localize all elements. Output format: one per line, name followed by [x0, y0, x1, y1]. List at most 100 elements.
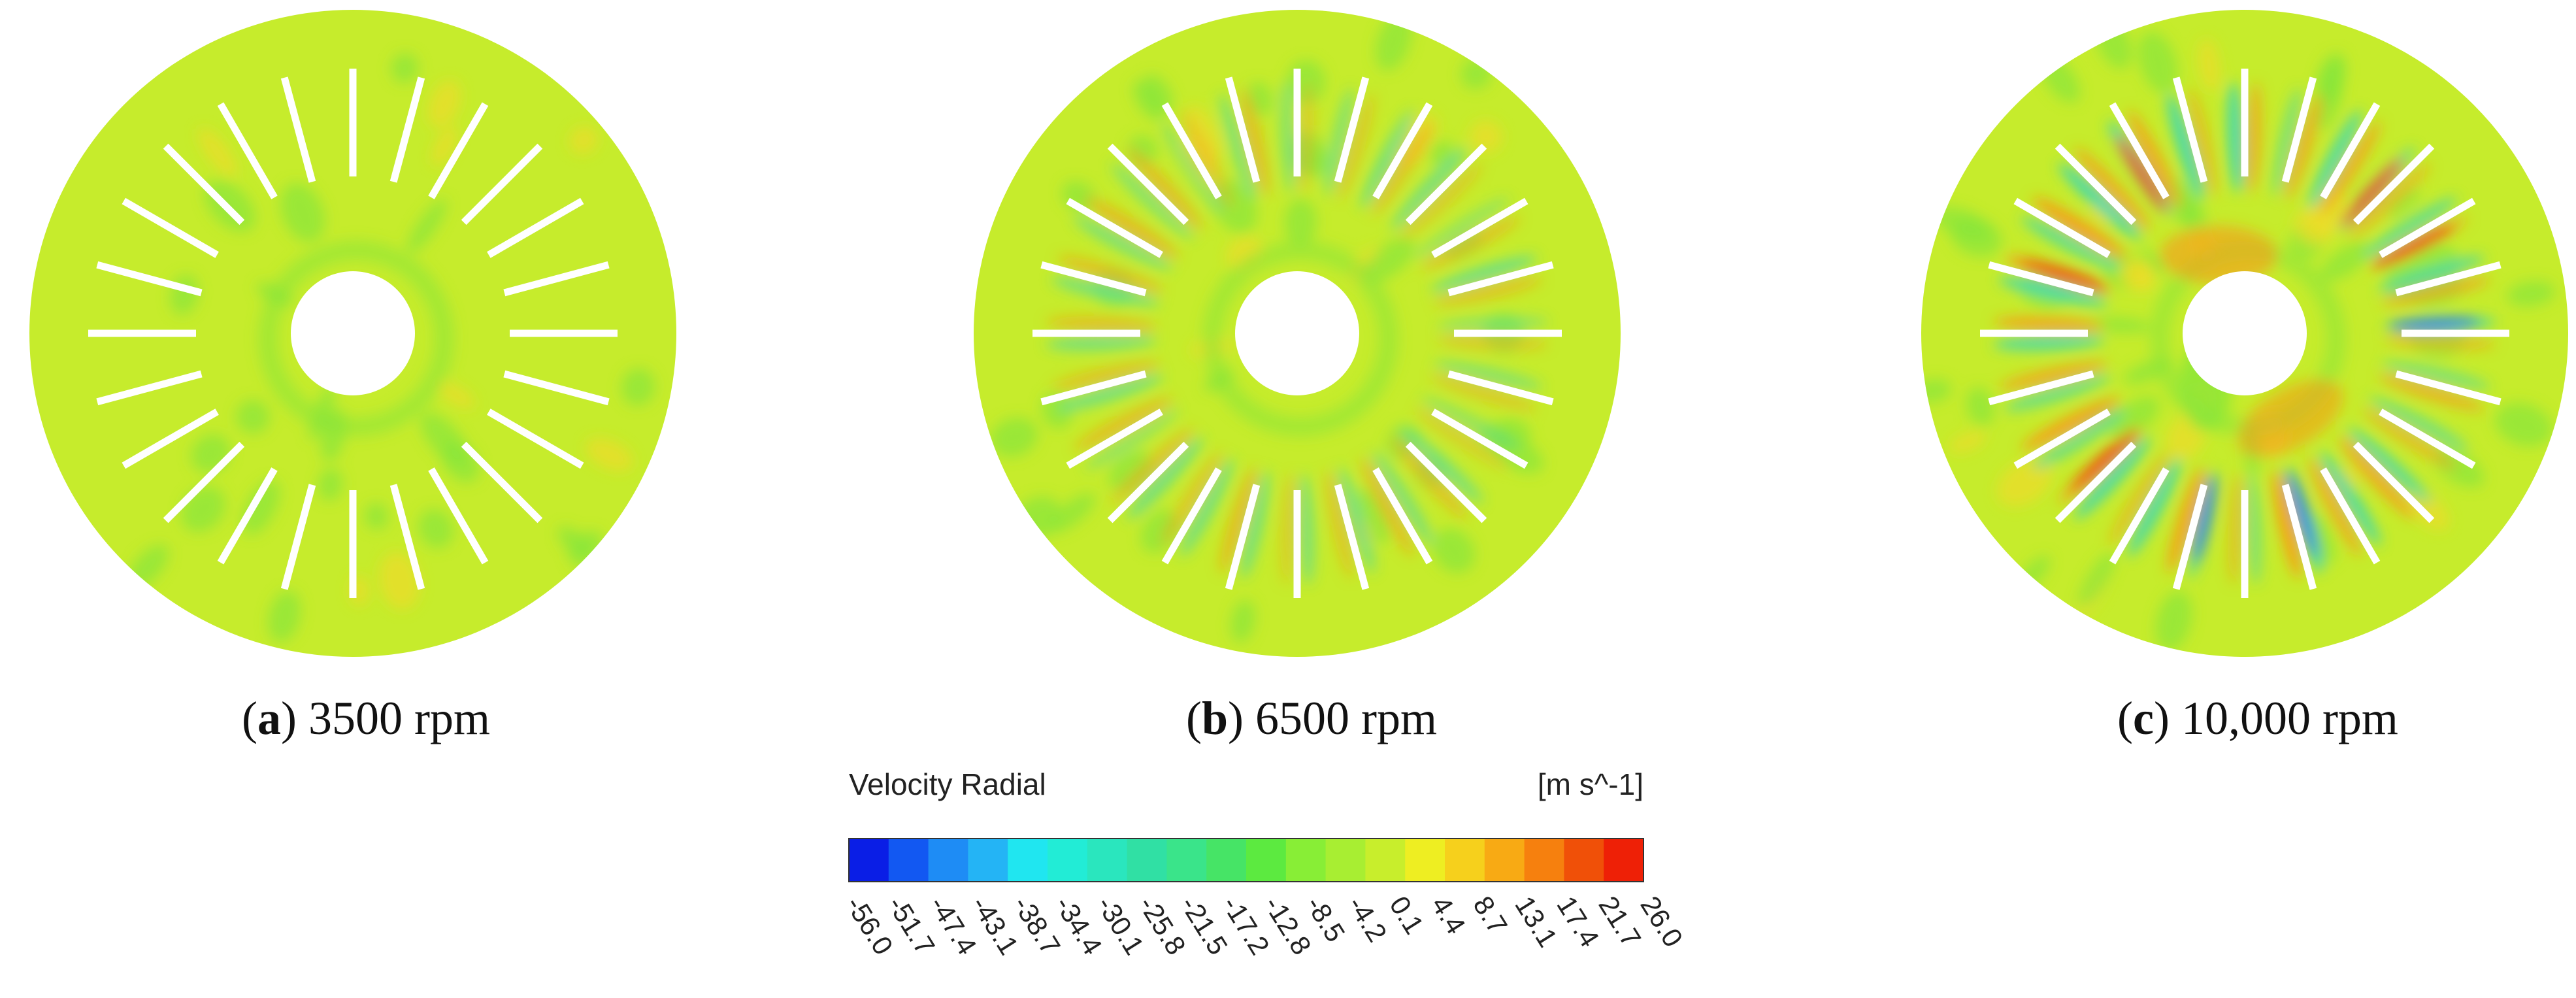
blade-slot — [2013, 197, 2111, 258]
blade-slot — [163, 143, 245, 225]
blade-slot — [2353, 143, 2435, 225]
blade-slot — [487, 197, 584, 258]
colorbar-tick-label: 26.0 — [1634, 891, 1689, 952]
velocity-contour-c — [1921, 10, 2568, 657]
legend-title: Velocity Radial — [849, 767, 1046, 801]
blade-slot — [2320, 467, 2381, 565]
blade-slot — [1405, 441, 1487, 524]
blade-slot — [1225, 76, 1261, 183]
blade-slot — [96, 370, 203, 406]
blade-slot — [1431, 408, 1528, 469]
blade-slot — [280, 484, 316, 590]
colorbar-segment — [1445, 839, 1485, 882]
hub-hole — [2183, 271, 2307, 395]
blade-slot — [1447, 370, 1554, 406]
blade-slot — [428, 102, 489, 199]
blade-slot — [2395, 370, 2502, 406]
colorbar-segment — [1166, 839, 1207, 882]
blade-slot — [2379, 408, 2476, 469]
colorbar-segment — [1524, 839, 1564, 882]
blade-slots — [88, 69, 618, 598]
blade-slots — [1980, 69, 2509, 598]
blade-slot — [96, 261, 203, 297]
blade-slot — [2109, 102, 2170, 199]
blade-slot — [122, 408, 219, 469]
hub-hole — [1235, 271, 1359, 395]
caption-label: 3500 rpm — [308, 692, 490, 744]
color-legend: Velocity Radial [m s^-1] -56.0 -51.7 -47.4… — [840, 755, 1689, 998]
colorbar-segment — [1246, 839, 1287, 882]
colorbar-segment — [928, 839, 968, 882]
colorbar-segment — [1484, 839, 1525, 882]
velocity-contour-b — [974, 10, 1621, 657]
blade-slot — [1107, 441, 1189, 524]
colorbar-segment — [849, 839, 889, 882]
blade-slot — [2172, 484, 2208, 590]
blade-slot — [2281, 76, 2317, 183]
blade-slot — [461, 441, 543, 524]
blade-slot — [2395, 261, 2502, 297]
colorbar-tick-label: 21.7 — [1593, 891, 1647, 952]
colorbar-border — [848, 838, 1644, 882]
blade-slot — [1066, 408, 1163, 469]
colorbar-segment — [1604, 839, 1644, 882]
colorbar-segment — [1285, 839, 1327, 882]
colorbar-tick-label: 13.1 — [1509, 891, 1563, 952]
colorbar-segment — [1048, 839, 1088, 882]
caption-c: (c) 10,000 rpm — [2117, 692, 2398, 744]
blade-slot — [2013, 408, 2111, 469]
blade-slot — [1161, 467, 1222, 565]
contour-panel-c — [1911, 0, 2576, 667]
blade-slot — [2109, 467, 2170, 565]
blade-slot — [1066, 197, 1163, 258]
blade-slot — [1405, 143, 1487, 225]
colorbar-segment — [888, 839, 929, 882]
velocity-contour-a — [29, 10, 676, 657]
blade-slot — [122, 197, 219, 258]
caption-letter: c — [2132, 692, 2154, 744]
blade-slot — [389, 484, 425, 590]
blade-slot — [428, 467, 489, 565]
blade-slot — [2379, 197, 2476, 258]
colorbar-segment — [1206, 839, 1247, 882]
contour-panel-b — [964, 0, 1630, 667]
blade-slot — [2320, 102, 2381, 199]
colorbar-tick-label: -4.2 — [1342, 891, 1393, 947]
blade-slot — [487, 408, 584, 469]
colorbar-segment — [1564, 839, 1604, 882]
colorbar-segment — [1365, 839, 1406, 882]
blade-slot — [389, 76, 425, 183]
blade-slots — [1032, 69, 1562, 598]
caption-label: 10,000 rpm — [2181, 692, 2398, 744]
legend-unit: [m s^-1] — [1537, 767, 1643, 801]
blade-slot — [280, 76, 316, 183]
caption-label: 6500 rpm — [1255, 692, 1437, 744]
colorbar-segment — [1127, 839, 1167, 882]
blade-slot — [1431, 197, 1528, 258]
blade-slot — [503, 370, 610, 406]
blade-slot — [1225, 484, 1261, 590]
blade-slot — [163, 441, 245, 524]
colorbar-tick-label: 17.4 — [1551, 891, 1605, 952]
contour-field — [991, 12, 1549, 642]
blade-slot — [217, 467, 278, 565]
blade-slot — [2055, 441, 2137, 524]
blade-slot — [503, 261, 610, 297]
caption-letter: a — [257, 692, 281, 744]
blade-slot — [1447, 261, 1554, 297]
blade-slot — [1040, 370, 1147, 406]
legend-colorbar: -56.0-51.7-47.4-43.1-38.7-34.4-30.1-25.8… — [840, 838, 1689, 960]
blade-slot — [1161, 102, 1222, 199]
colorbar-segment — [1325, 839, 1366, 882]
colorbar-segment — [1087, 839, 1128, 882]
caption-b: (b) 6500 rpm — [1186, 692, 1437, 744]
colorbar-segment — [1008, 839, 1048, 882]
blade-slot — [1107, 143, 1189, 225]
blade-slot — [1988, 261, 2094, 297]
blade-slot — [1334, 76, 1370, 183]
colorbar-tick-label: 8.7 — [1467, 891, 1513, 939]
caption-a: (a) 3500 rpm — [242, 692, 490, 744]
blade-slot — [1372, 467, 1433, 565]
hub-hole — [291, 271, 415, 395]
blade-slot — [217, 102, 278, 199]
